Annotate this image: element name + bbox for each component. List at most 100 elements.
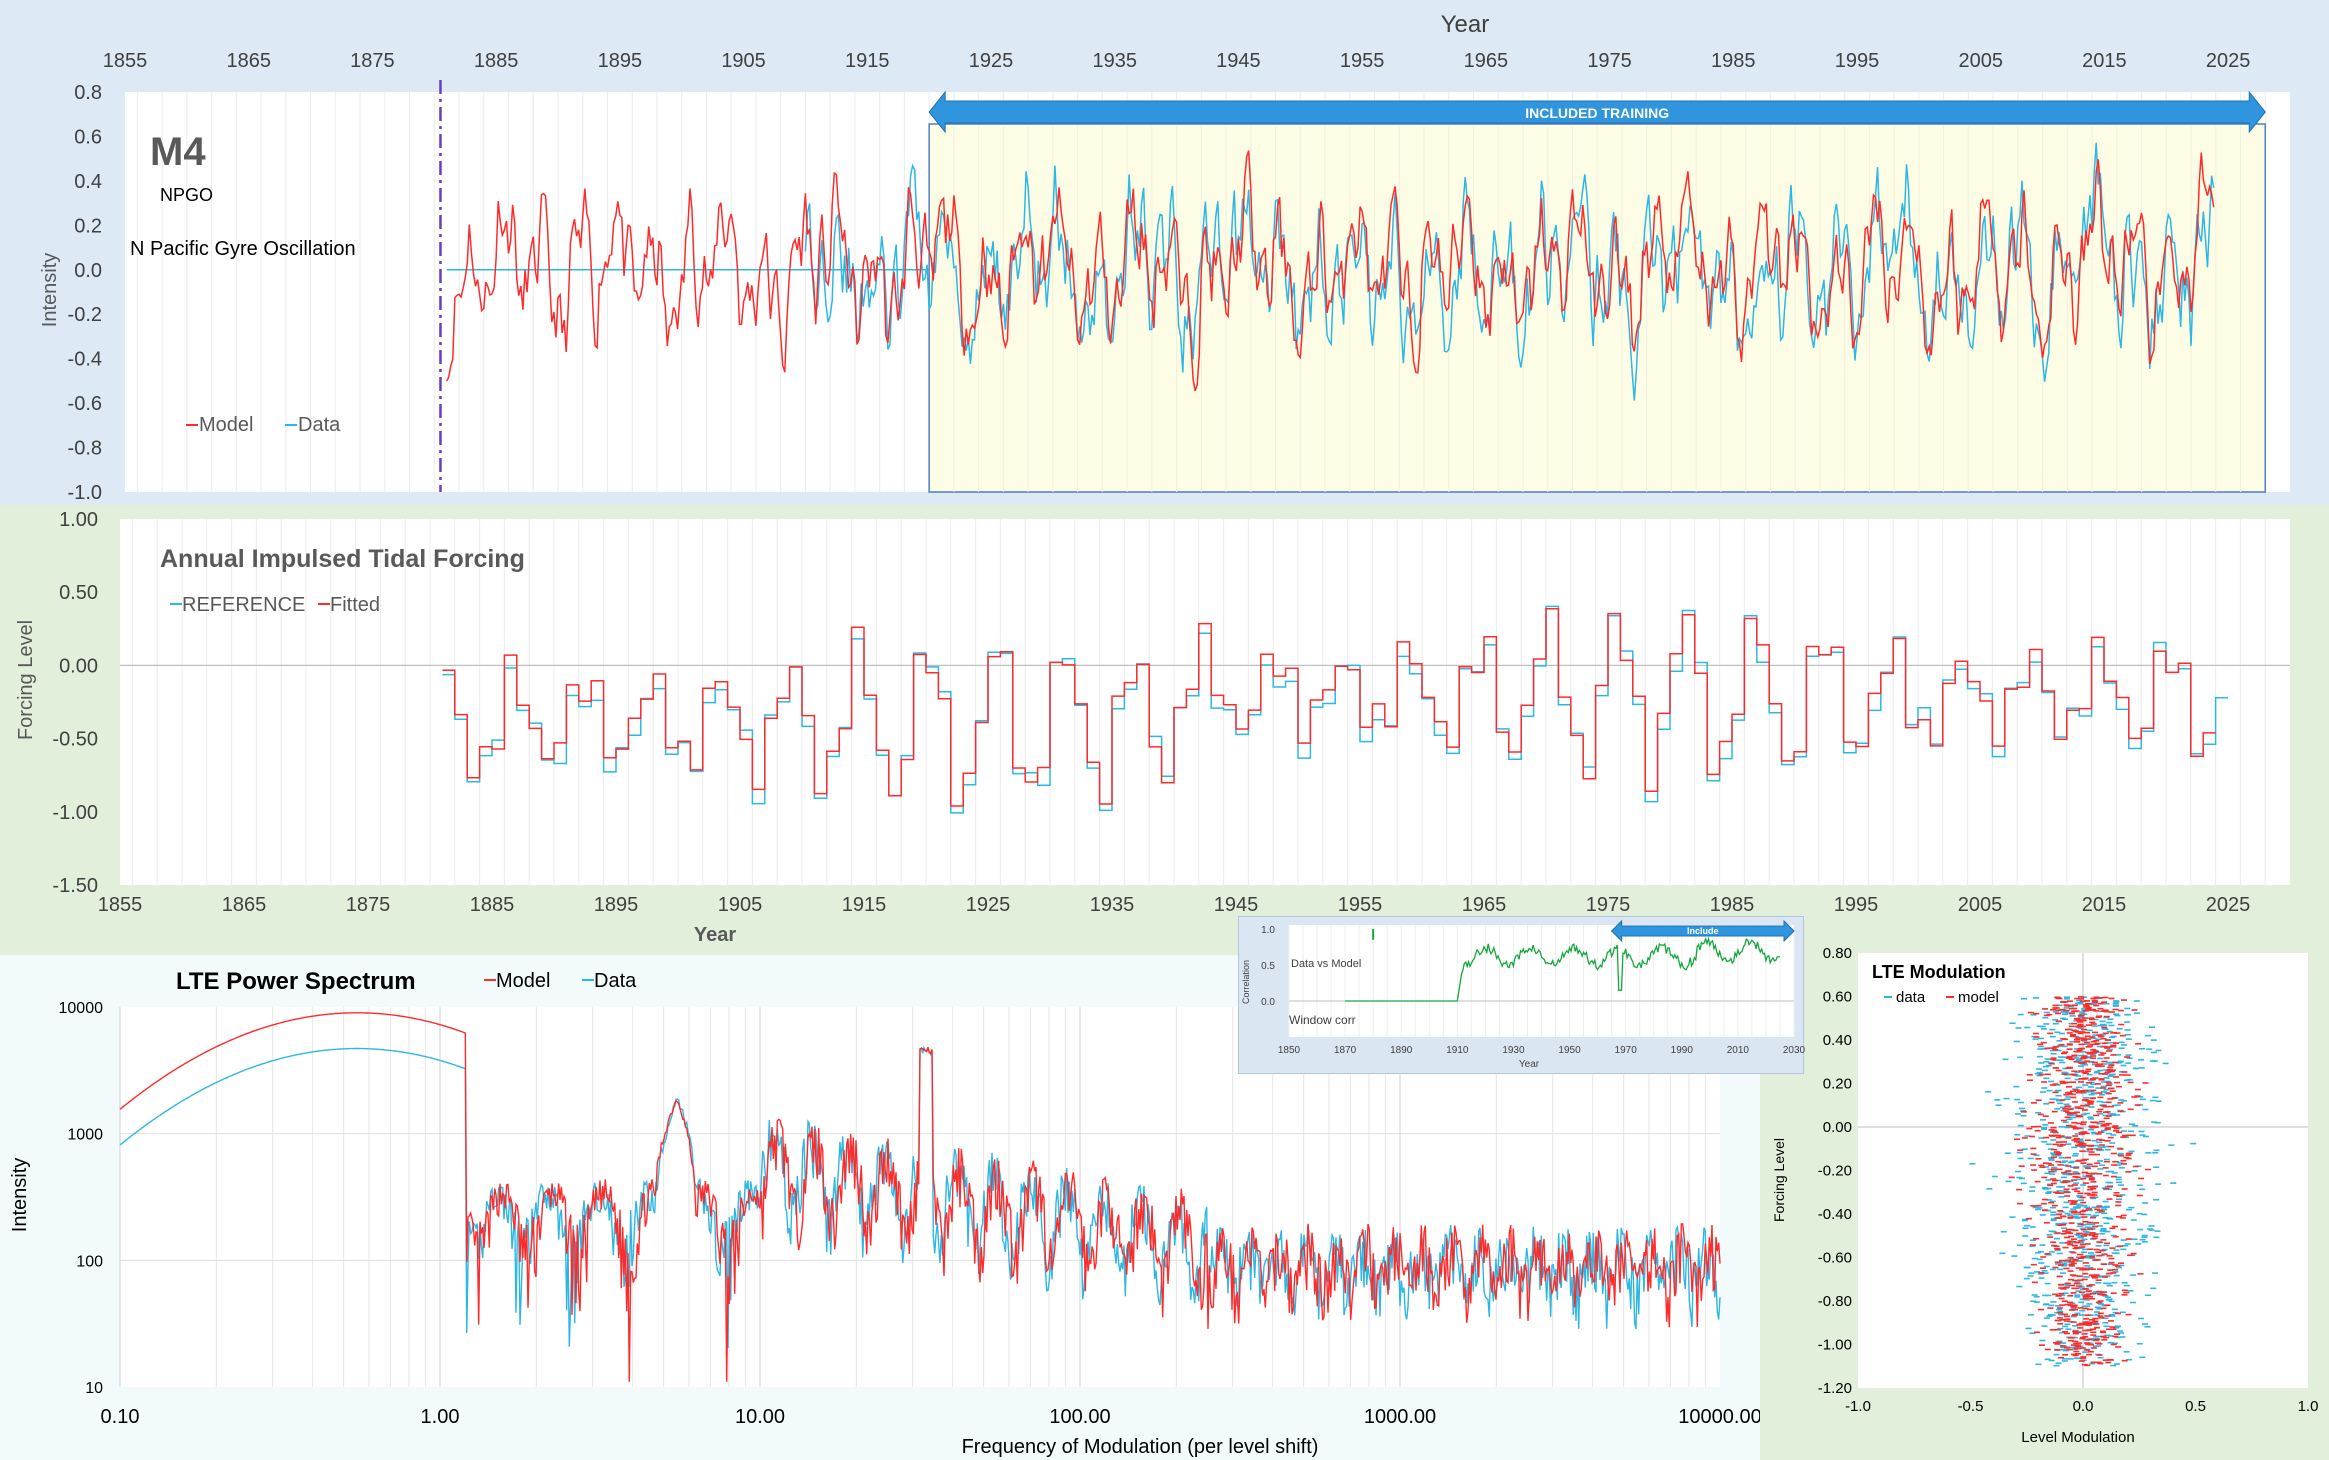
y-tick-label: -0.2 — [68, 304, 102, 326]
legend-fitted: Fitted — [330, 594, 380, 616]
chart-subtitle: NPGO — [160, 185, 213, 205]
y-tick-label: -1.0 — [68, 482, 102, 504]
lte-chart: -1.0 -0.5 0.0 0.5 1.0 0.80 0.60 0.40 0.20 0.00 -0.… — [1771, 945, 2318, 1446]
series-label: Data vs Model — [1291, 958, 1361, 970]
forcing-chart-panel: 1.00 0.50 0.00 -0.50 -1.00 -1.50 1855 1865 1875… — [0, 505, 2329, 955]
x-tick-label: 1995 — [1834, 894, 1879, 916]
y-axis-title: Intensity — [39, 253, 61, 327]
x-tick-label: 1850 — [1278, 1045, 1301, 1056]
x-tick-label: 1950 — [1558, 1045, 1581, 1056]
x-tick-label: 1945 — [1214, 894, 1259, 916]
include-arrow: Include — [1610, 919, 1795, 943]
x-tick-label: 1875 — [350, 50, 395, 72]
y-tick-label: 1.0 — [1261, 925, 1275, 936]
y-tick-label: -1.00 — [52, 802, 98, 824]
x-tick-label: 1925 — [969, 50, 1014, 72]
x-tick-label: 2005 — [1958, 894, 2003, 916]
y-tick-label: 1.00 — [59, 509, 98, 531]
legend-model: Model — [199, 414, 253, 436]
y-tick-label: 10000 — [59, 1000, 104, 1017]
x-tick-label: 1915 — [845, 50, 890, 72]
x-tick-label: 2015 — [2082, 894, 2127, 916]
y-tick-label: -0.60 — [1818, 1250, 1852, 1267]
x-tick-label: 1975 — [1587, 50, 1632, 72]
y-tick-label: 0.50 — [59, 582, 98, 604]
legend-reference: REFERENCE — [182, 594, 305, 616]
fitted-series-line — [442, 608, 2216, 807]
x-tick-label: 1995 — [1835, 50, 1880, 72]
x-tick-label: 2025 — [2206, 894, 2251, 916]
x-tick-label: 1865 — [226, 50, 271, 72]
correlation-inset: 1850 1870 1890 1910 1930 1950 1970 1990 2010 2030… — [1238, 916, 1806, 1074]
x-tick-label: 1945 — [1216, 50, 1261, 72]
x-tick-label: 1955 — [1338, 894, 1383, 916]
y-axis-title: Intensity — [9, 1158, 31, 1232]
spectrum-chart-panel: 0.10 1.00 10.00 100.00 1000.00 10000.00 10000 1… — [0, 955, 1762, 1460]
legend-data: Data — [298, 414, 341, 436]
model-points — [2008, 996, 2152, 1367]
y-tick-label: -1.50 — [52, 875, 98, 897]
y-tick-label: 100 — [76, 1253, 103, 1270]
x-tick-label: 0.10 — [101, 1406, 140, 1428]
training-arrow-label: INCLUDED TRAINING — [1525, 105, 1669, 121]
x-tick-label: 1935 — [1092, 50, 1137, 72]
legend-model: model — [1958, 989, 1999, 1006]
chart-title: LTE Power Spectrum — [176, 968, 416, 995]
x-tick-label: 1915 — [842, 894, 887, 916]
y-tick-label: -0.50 — [52, 729, 98, 751]
legend-data: Data — [594, 970, 637, 992]
y-tick-label: -0.8 — [68, 438, 102, 460]
x-tick-label: 1.00 — [421, 1406, 460, 1428]
include-arrow-shape — [1610, 919, 1795, 943]
y-axis-title: Forcing Level — [1771, 1138, 1787, 1222]
x-tick-label: 100.00 — [1049, 1406, 1110, 1428]
x-tick-label: 1965 — [1464, 50, 1509, 72]
corr-series-line — [1456, 936, 1781, 1002]
y-tick-label: 0.60 — [1823, 989, 1852, 1006]
y-tick-label: 0.20 — [1823, 1076, 1852, 1093]
legend: REFERENCE Fitted — [170, 594, 380, 616]
x-tick-label: 1905 — [718, 894, 763, 916]
training-arrow-shape — [928, 90, 2266, 134]
forcing-chart: 1.00 0.50 0.00 -0.50 -1.00 -1.50 1855 1865 1875… — [15, 509, 2290, 946]
y-tick-label: 0.40 — [1823, 1032, 1852, 1049]
chart-description: N Pacific Gyre Oscillation — [130, 238, 356, 260]
x-tick-label: 1875 — [346, 894, 391, 916]
y-tick-label: -0.20 — [1818, 1163, 1852, 1180]
x-tick-label: 1905 — [721, 50, 766, 72]
x-tick-label: 1955 — [1340, 50, 1385, 72]
npgo-chart: 1855 1865 1875 1885 1895 1905 1915 1925 1935 1945… — [39, 11, 2290, 504]
x-tick-label: 1865 — [222, 894, 267, 916]
chart-title: LTE Modulation — [1872, 962, 2006, 982]
y-tick-label: -0.80 — [1818, 1293, 1852, 1310]
x-tick-label: 1990 — [1671, 1045, 1694, 1056]
legend: Model Data — [484, 970, 637, 992]
y-tick-label: 0.00 — [1823, 1119, 1852, 1136]
x-axis-title: Level Modulation — [2021, 1429, 2134, 1446]
y-tick-label: 10 — [85, 1380, 103, 1397]
y-tick-label: 1000 — [67, 1127, 103, 1144]
x-tick-label: 1975 — [1586, 894, 1631, 916]
x-tick-label: 2015 — [2082, 50, 2127, 72]
x-tick-label: 2005 — [1958, 50, 2003, 72]
x-axis-title: Year — [1441, 11, 1490, 38]
npgo-chart-panel: 1855 1865 1875 1885 1895 1905 1915 1925 1935 1945… — [0, 0, 2329, 505]
x-tick-label: 1925 — [966, 894, 1011, 916]
legend-model: Model — [496, 970, 550, 992]
y-tick-label: -1.20 — [1818, 1380, 1852, 1397]
y-axis-title: Forcing Level — [15, 620, 37, 740]
model-series-line — [446, 150, 2215, 392]
x-tick-label: 1895 — [598, 50, 643, 72]
legend-data: data — [1896, 989, 1926, 1006]
x-tick-label: 1885 — [470, 894, 515, 916]
correlation-chart: 1850 1870 1890 1910 1930 1950 1970 1990 2010 2030… — [1241, 919, 1806, 1070]
y-tick-label: 0.4 — [74, 171, 102, 193]
y-tick-label: 0.5 — [1261, 961, 1275, 972]
y-tick-label: 0.0 — [1261, 997, 1275, 1008]
x-tick-label: 1895 — [594, 894, 639, 916]
y-tick-label: -0.40 — [1818, 1206, 1852, 1223]
x-tick-label: 0.5 — [2185, 1398, 2206, 1415]
plot-area — [120, 519, 2290, 885]
training-arrow: INCLUDED TRAINING — [928, 90, 2266, 134]
x-tick-label: 1930 — [1502, 1045, 1525, 1056]
